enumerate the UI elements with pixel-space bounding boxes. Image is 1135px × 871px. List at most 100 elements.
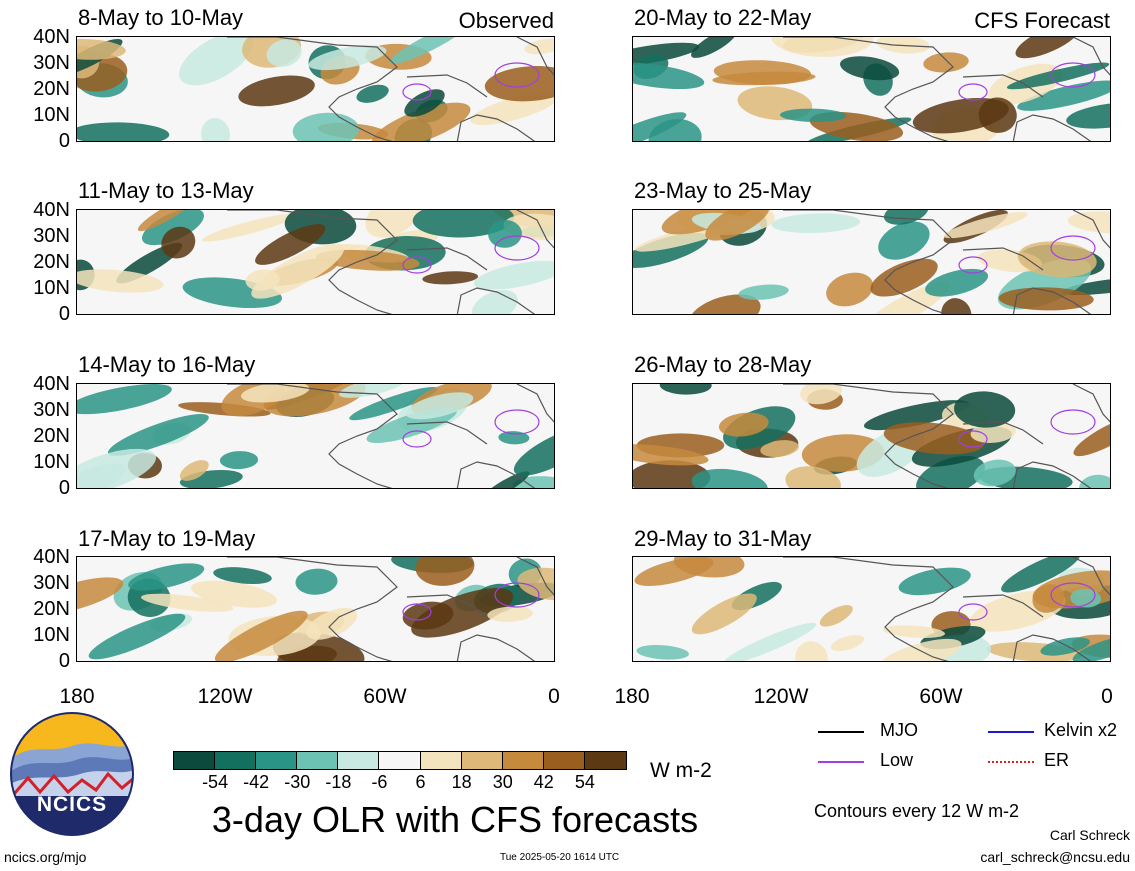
lat-label: 40N	[33, 373, 70, 395]
olr-anomaly	[412, 210, 515, 238]
olr-anomaly	[266, 39, 302, 67]
legend-label-mjo: MJO	[880, 720, 918, 740]
colorbar-tick-label: 30	[492, 772, 513, 792]
olr-anomaly	[633, 444, 709, 466]
logo-text: NCICS	[36, 793, 108, 816]
lat-label: 10N	[33, 104, 70, 126]
olr-anomaly	[1078, 474, 1110, 488]
colorbar-units: W m-2	[650, 759, 712, 782]
low-contour	[958, 430, 988, 448]
map-panel-left-2	[76, 209, 555, 315]
olr-anomaly	[760, 440, 799, 458]
legend-label-er: ER	[1044, 750, 1070, 770]
lon-label: 180	[614, 685, 650, 708]
lat-label: 20N	[33, 425, 70, 447]
olr-anomaly	[415, 557, 475, 586]
olr-anomaly	[723, 622, 817, 661]
colorbar-tick-label: -18	[325, 772, 352, 792]
olr-anomaly	[471, 289, 518, 314]
lat-label: 0	[58, 303, 70, 325]
olr-anomaly	[128, 563, 205, 591]
olr-anomaly	[738, 284, 789, 300]
coastline	[783, 37, 1110, 141]
coastline	[227, 384, 554, 488]
colorbar	[173, 751, 627, 770]
olr-anomaly	[883, 422, 985, 455]
olr-anomaly	[1061, 277, 1110, 296]
lon-label: 120W	[197, 685, 253, 708]
map-panel-right-3	[632, 383, 1111, 489]
olr-anomaly	[780, 108, 847, 123]
olr-anomaly	[142, 210, 204, 246]
olr-anomaly	[954, 391, 1016, 428]
olr-anomaly	[201, 118, 230, 141]
map-panel-left-4	[76, 556, 555, 662]
olr-anomaly	[214, 610, 308, 661]
colorbar-cell	[379, 752, 421, 769]
olr-anomaly	[826, 272, 874, 307]
low-contour	[1050, 235, 1096, 261]
olr-anomaly	[1040, 637, 1090, 656]
olr-anomaly	[77, 39, 126, 60]
olr-field	[77, 210, 554, 314]
colorbar-cell	[338, 752, 380, 769]
panel-title: 20-May to 22-May	[634, 5, 812, 30]
map-panel-right-4	[632, 556, 1111, 662]
olr-anomaly	[800, 384, 843, 405]
olr-anomaly	[712, 71, 816, 86]
map-panel-right-1	[632, 36, 1111, 142]
legend-swatch-mjo	[818, 731, 864, 733]
olr-anomaly	[356, 84, 389, 103]
olr-anomaly	[487, 606, 534, 622]
lon-label: 0	[1101, 685, 1113, 708]
olr-anomaly	[411, 588, 514, 638]
low-contour	[958, 603, 988, 621]
lat-label: 30N	[33, 225, 70, 247]
olr-anomaly	[1006, 62, 1110, 90]
lat-label: 20N	[33, 78, 70, 100]
lat-label: 40N	[33, 26, 70, 48]
olr-anomaly	[633, 62, 705, 90]
olr-anomaly	[648, 119, 702, 141]
panel-title: 26-May to 28-May	[634, 352, 812, 377]
lon-label: 60W	[363, 685, 407, 708]
olr-field	[77, 384, 554, 488]
coastline	[227, 210, 554, 314]
main-title: 3-day OLR with CFS forecasts	[211, 799, 699, 840]
contours-note: Contours every 12 W m-2	[814, 801, 1020, 821]
olr-anomaly	[315, 249, 420, 271]
olr-anomaly	[255, 224, 326, 265]
olr-field	[633, 37, 1110, 141]
legend-label-kelvin: Kelvin x2	[1044, 720, 1118, 740]
olr-anomaly	[912, 97, 1009, 134]
olr-anomaly	[636, 644, 689, 660]
olr-anomaly	[1032, 584, 1065, 613]
olr-anomaly	[925, 268, 989, 297]
olr-anomaly	[1070, 589, 1102, 608]
olr-anomaly	[819, 605, 853, 627]
olr-anomaly	[77, 384, 172, 415]
olr-anomaly	[1072, 635, 1110, 661]
olr-anomaly	[633, 112, 687, 141]
colorbar-tick-label: 54	[574, 772, 595, 792]
olr-anomaly	[860, 281, 951, 314]
lat-label: 0	[58, 650, 70, 672]
olr-anomaly	[179, 460, 209, 481]
low-contour	[958, 256, 988, 274]
colorbar-cell	[174, 752, 216, 769]
olr-anomaly	[863, 400, 970, 431]
low-contour	[494, 235, 540, 261]
olr-anomaly	[524, 38, 554, 55]
olr-anomaly	[238, 75, 315, 107]
olr-anomaly	[107, 414, 209, 456]
olr-anomaly	[634, 557, 714, 587]
olr-anomaly	[718, 412, 769, 437]
olr-anomaly	[77, 122, 170, 141]
coastline	[227, 37, 554, 141]
low-contour	[402, 256, 432, 274]
olr-anomaly	[785, 466, 841, 488]
olr-field	[633, 384, 1110, 488]
lat-label: 30N	[33, 572, 70, 594]
olr-anomaly	[488, 219, 522, 248]
olr-anomaly	[633, 42, 700, 67]
